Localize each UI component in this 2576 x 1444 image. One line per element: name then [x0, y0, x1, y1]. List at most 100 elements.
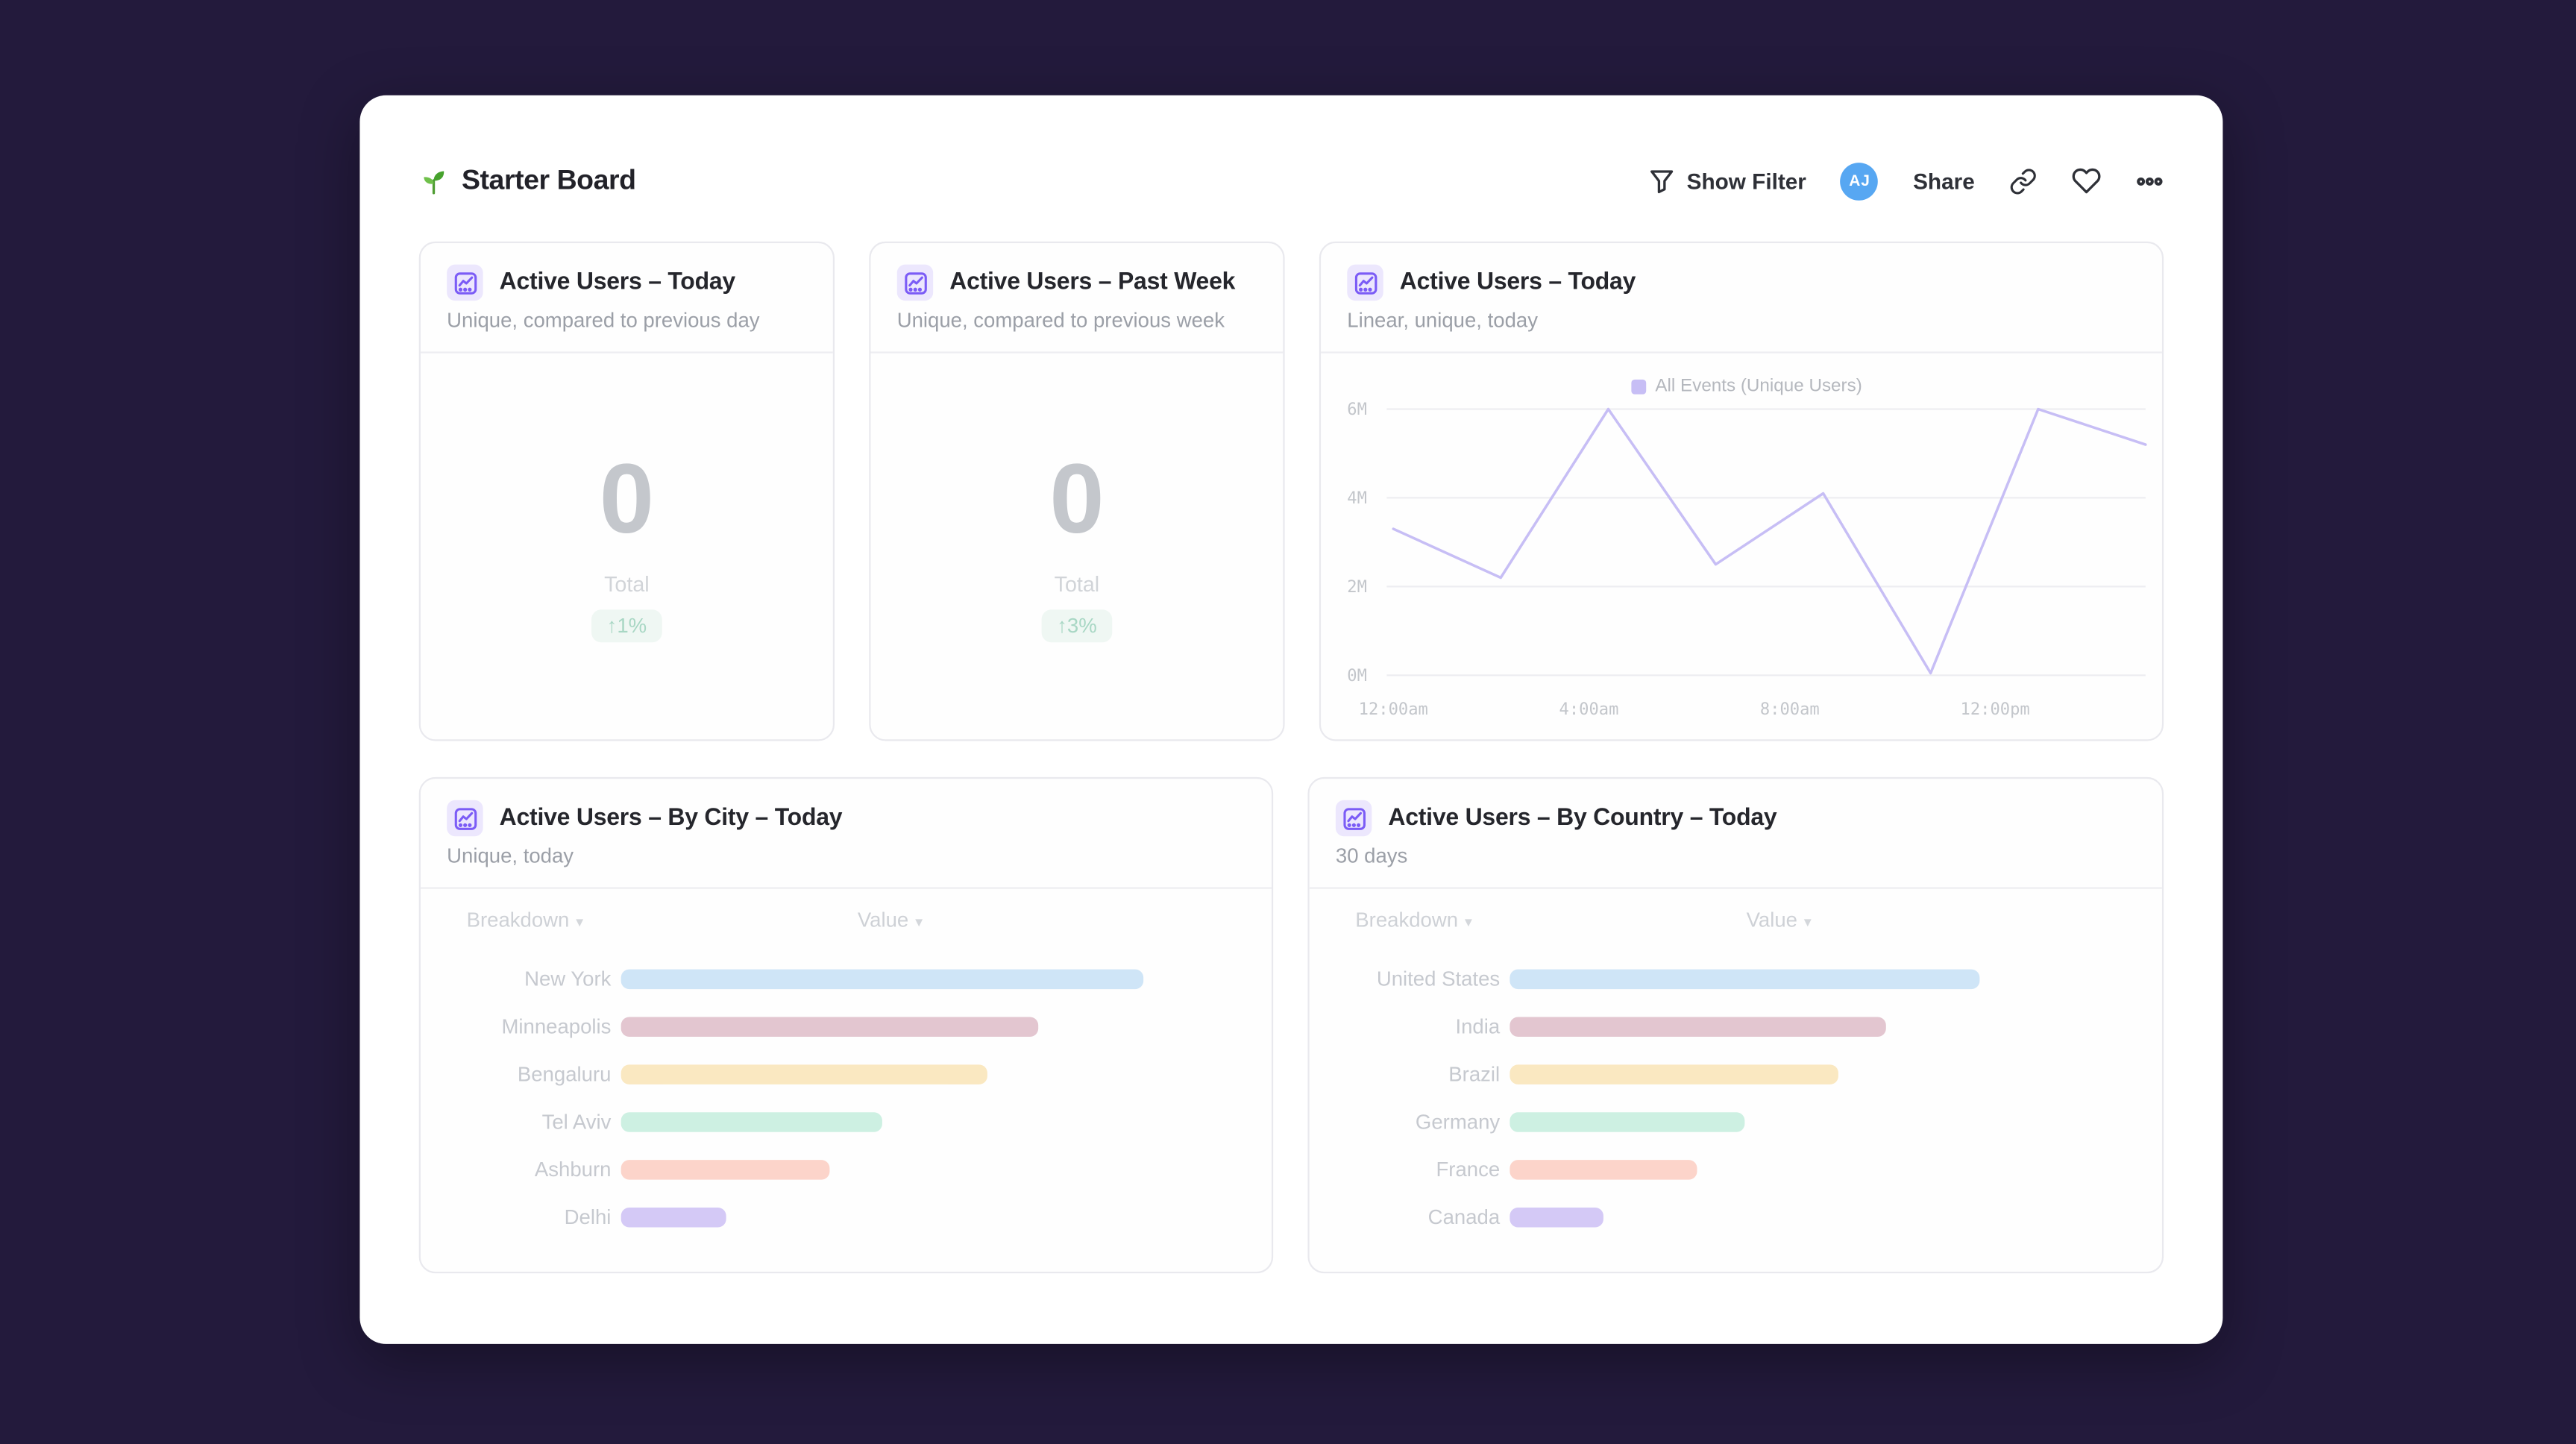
chart-card-icon	[896, 264, 934, 301]
card-active-users-past-week: Active Users – Past Week Unique, compare…	[869, 241, 1285, 741]
card-header: Active Users – By City – Today Unique, t…	[420, 779, 1272, 889]
metric-value-label: Total	[604, 571, 650, 596]
breakdown-label: Canada	[1427, 1205, 1501, 1228]
card-title-link[interactable]: Active Users – Today	[1399, 269, 1636, 296]
svg-text:2M: 2M	[1347, 578, 1367, 597]
filter-icon	[1649, 169, 1674, 193]
value-bar	[1510, 1111, 1745, 1131]
value-column-header[interactable]: Value ▾	[857, 908, 923, 932]
card-title-link[interactable]: Active Users – By Country – Today	[1388, 805, 1777, 832]
legend-item[interactable]: All Events (Unique Users)	[1344, 376, 2149, 396]
metric-body: 0 Total ↑1%	[421, 354, 833, 738]
svg-text:12:00pm: 12:00pm	[1961, 700, 2030, 719]
breakdown-column-header[interactable]: Breakdown ▾	[1355, 908, 1472, 932]
value-bar-track	[1510, 1016, 1979, 1036]
card-title-link[interactable]: Active Users – Past Week	[949, 269, 1236, 296]
value-bar	[1510, 1159, 1698, 1179]
value-bar-track	[621, 1159, 1143, 1179]
user-avatar[interactable]: AJ	[1841, 161, 1879, 200]
chart-card-icon	[1347, 264, 1383, 301]
table-column-headers: Breakdown ▾ Value ▾	[1336, 908, 2136, 941]
value-bar-track	[621, 1064, 1143, 1084]
link-icon	[2010, 168, 2036, 194]
breakdown-label: France	[1436, 1157, 1501, 1181]
value-bar-track	[1510, 1064, 1979, 1084]
svg-text:8:00am: 8:00am	[1760, 700, 1820, 719]
value-bar	[621, 1206, 726, 1227]
card-active-users-by-city: Active Users – By City – Today Unique, t…	[418, 776, 1274, 1274]
svg-text:0M: 0M	[1347, 667, 1367, 685]
value-bar	[1510, 1064, 1839, 1084]
legend-swatch	[1630, 378, 1646, 394]
breakdown-table: Breakdown ▾ Value ▾ United States India Braz…	[1310, 889, 2162, 1240]
value-bar	[1510, 968, 1980, 988]
card-title-link[interactable]: Active Users – Today	[499, 269, 736, 296]
value-bar-track	[621, 1111, 1143, 1131]
share-button[interactable]: Share	[1913, 169, 1975, 193]
card-subtitle: 30 days	[1335, 844, 1408, 868]
card-title-link[interactable]: Active Users – By City – Today	[499, 805, 843, 832]
breakdown-label: Delhi	[564, 1205, 612, 1228]
breakdown-label: Minneapolis	[501, 1014, 612, 1038]
metric-body: 0 Total ↑3%	[870, 354, 1283, 738]
card-header: Active Users – Today Unique, compared to…	[420, 243, 833, 354]
table-row: Canada	[1336, 1193, 2136, 1240]
value-bar-track	[621, 968, 1144, 988]
table-row: France	[1336, 1145, 2136, 1193]
card-subtitle: Unique, compared to previous day	[447, 309, 760, 332]
table-row: Germany	[1336, 1097, 2136, 1145]
breakdown-label: Germany	[1415, 1109, 1501, 1133]
table-row: India	[1336, 1002, 2136, 1050]
page-title: Starter Board	[461, 164, 636, 196]
chart-card-icon	[447, 800, 483, 837]
share-label: Share	[1913, 168, 1975, 193]
avatar-initials: AJ	[1849, 172, 1870, 190]
chevron-down-icon: ▾	[1464, 913, 1472, 930]
breakdown-label: Tel Aviv	[541, 1109, 612, 1133]
chevron-down-icon: ▾	[1803, 913, 1812, 930]
line-chart: 0M 2M 4M 6M 12:00am 4:00am 8:00am 12:00pm	[1347, 401, 2147, 719]
breakdown-label: United States	[1376, 967, 1501, 991]
table-row: Minneapolis	[447, 1002, 1245, 1050]
table-row: Bengaluru	[447, 1050, 1245, 1098]
board-controls: Show Filter AJ Share	[1649, 161, 2164, 200]
svg-text:4M: 4M	[1347, 489, 1367, 508]
card-active-users-today: Active Users – Today Unique, compared to…	[418, 241, 835, 741]
show-filter-button[interactable]: Show Filter	[1649, 169, 1806, 193]
cards-grid: Active Users – Today Unique, compared to…	[418, 241, 2164, 1274]
breakdown-label: New York	[524, 967, 612, 991]
chevron-down-icon: ▾	[576, 913, 584, 930]
breakdown-label: India	[1455, 1014, 1501, 1038]
value-bar	[621, 1064, 987, 1084]
metric-value: 0	[1049, 442, 1105, 553]
metric-value: 0	[599, 442, 655, 553]
card-header: Active Users – Today Linear, unique, tod…	[1321, 243, 2162, 354]
legend-label: All Events (Unique Users)	[1655, 376, 1862, 396]
chevron-down-icon: ▾	[915, 913, 923, 930]
copy-link-button[interactable]	[2009, 167, 2037, 195]
svg-text:4:00am: 4:00am	[1559, 700, 1619, 719]
favorite-button[interactable]	[2072, 166, 2102, 195]
value-bar-track	[1510, 968, 1980, 988]
table-row: United States	[1336, 955, 2136, 1002]
svg-text:12:00am: 12:00am	[1359, 700, 1428, 719]
svg-text:6M: 6M	[1347, 401, 1367, 419]
card-subtitle: Unique, today	[447, 844, 574, 868]
show-filter-label: Show Filter	[1686, 168, 1806, 193]
breakdown-table: Breakdown ▾ Value ▾ New York Minneapolis Ben…	[421, 889, 1272, 1240]
table-row: Brazil	[1336, 1050, 2136, 1098]
table-row: Delhi	[447, 1193, 1245, 1240]
dashboard-panel: Starter Board Show Filter AJ Share	[359, 95, 2223, 1344]
breakdown-column-header[interactable]: Breakdown ▾	[466, 908, 584, 932]
line-chart-body: All Events (Unique Users) 0M 2M 4M 6M 12:00a…	[1321, 354, 2162, 725]
card-active-users-line-chart: Active Users – Today Linear, unique, tod…	[1319, 241, 2164, 741]
value-bar	[621, 968, 1144, 988]
value-column-header[interactable]: Value ▾	[1746, 908, 1812, 932]
board-header: Starter Board Show Filter AJ Share	[419, 161, 2164, 201]
breakdown-rows: New York Minneapolis Bengaluru Tel Aviv Ashb…	[447, 955, 1245, 1240]
metric-value-label: Total	[1054, 571, 1100, 596]
board-title: Starter Board	[419, 164, 636, 197]
card-active-users-by-country: Active Users – By Country – Today 30 day…	[1307, 776, 2164, 1274]
value-bar	[1510, 1206, 1604, 1227]
more-options-button[interactable]	[2136, 167, 2164, 195]
